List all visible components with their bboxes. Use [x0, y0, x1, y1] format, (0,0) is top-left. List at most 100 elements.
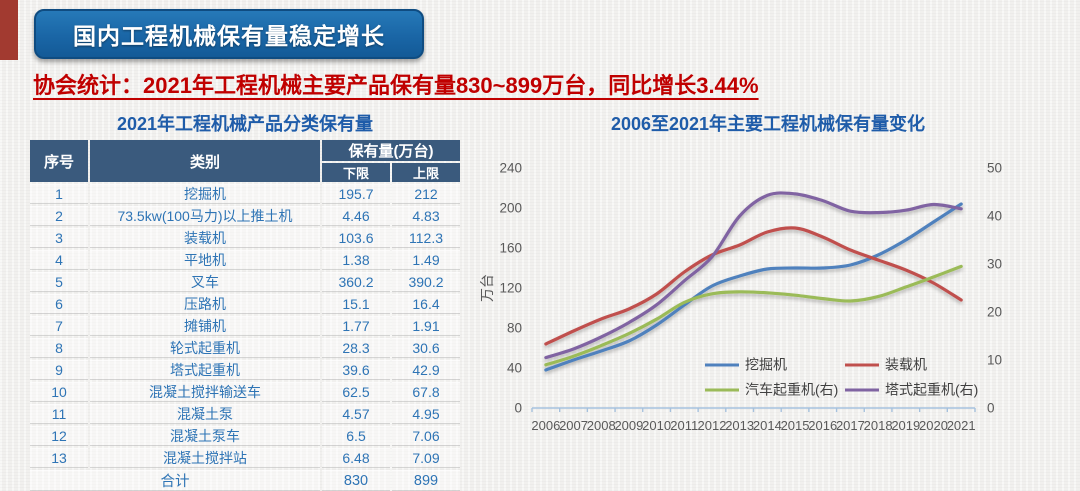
cell-upper: 212: [392, 184, 460, 204]
cell-lower: 6.5: [322, 426, 390, 446]
cell-no: 6: [30, 294, 88, 314]
cell-upper: 7.09: [392, 448, 460, 468]
left-axis-tick-label: 200: [499, 201, 522, 216]
cell-upper: 112.3: [392, 228, 460, 248]
cell-lower: 360.2: [322, 272, 390, 292]
cell-total-label: 合计: [30, 470, 320, 491]
x-axis-year-label: 2020: [919, 418, 948, 433]
x-axis-year-label: 2016: [808, 418, 837, 433]
table-row: 12 混凝土泵车 6.5 7.06: [30, 426, 460, 446]
slide-title: 国内工程机械保有量稳定增长: [73, 23, 385, 49]
table-title: 2021年工程机械产品分类保有量: [116, 114, 374, 134]
left-axis-tick-label: 120: [499, 281, 522, 296]
cell-no: 4: [30, 250, 88, 270]
left-axis-tick-label: 240: [499, 161, 522, 176]
cell-category: 混凝土搅拌输送车: [90, 382, 320, 402]
x-axis-year-label: 2012: [698, 418, 727, 433]
holdings-table: 序号 类别 保有量(万台) 下限 上限 1 挖掘机 195.7 212 2 73.5kw(…: [28, 138, 462, 491]
cell-upper: 7.06: [392, 426, 460, 446]
x-axis-year-label: 2006: [531, 418, 560, 433]
x-axis-year-label: 2009: [614, 418, 643, 433]
cell-upper: 4.83: [392, 206, 460, 226]
x-axis-year-label: 2017: [836, 418, 865, 433]
cell-category: 混凝土搅拌站: [90, 448, 320, 468]
cell-category: 摊铺机: [90, 316, 320, 336]
col-header-holdings: 保有量(万台): [322, 140, 460, 161]
table-row: 4 平地机 1.38 1.49: [30, 250, 460, 270]
cell-lower: 103.6: [322, 228, 390, 248]
cell-no: 10: [30, 382, 88, 402]
x-axis-year-label: 2011: [670, 418, 698, 433]
cell-lower: 4.46: [322, 206, 390, 226]
cell-no: 7: [30, 316, 88, 336]
table-body: 1 挖掘机 195.7 212 2 73.5kw(100马力)以上推土机 4.46 4.83 3…: [30, 184, 460, 491]
cell-no: 13: [30, 448, 88, 468]
cell-category: 叉车: [90, 272, 320, 292]
col-header-no: 序号: [30, 140, 88, 182]
subtitle: 协会统计：2021年工程机械主要产品保有量830~899万台，同比增长3.44%: [33, 73, 759, 98]
cell-no: 3: [30, 228, 88, 248]
x-axis-year-label: 2014: [753, 418, 782, 433]
table-row: 8 轮式起重机 28.3 30.6: [30, 338, 460, 358]
cell-no: 2: [30, 206, 88, 226]
cell-upper: 1.49: [392, 250, 460, 270]
series-line: [544, 191, 963, 360]
col-header-lower: 下限: [322, 163, 390, 182]
cell-no: 9: [30, 360, 88, 380]
x-axis: [531, 407, 976, 412]
cell-total-lower: 830: [322, 470, 390, 491]
cell-lower: 15.1: [322, 294, 390, 314]
x-axis-year-label: 2021: [947, 418, 976, 433]
cell-category: 挖掘机: [90, 184, 320, 204]
right-axis-tick-label: 50: [987, 161, 1002, 176]
cell-category: 装载机: [90, 228, 320, 248]
cell-category: 73.5kw(100马力)以上推土机: [90, 206, 320, 226]
y-axis-title: 万台: [480, 274, 495, 302]
chart-series: [544, 191, 963, 372]
table-row: 6 压路机 15.1 16.4: [30, 294, 460, 314]
cell-upper: 67.8: [392, 382, 460, 402]
legend-label: 汽车起重机(右): [745, 382, 838, 398]
table-row: 13 混凝土搅拌站 6.48 7.09: [30, 448, 460, 468]
col-header-category: 类别: [90, 140, 320, 182]
x-axis-year-label: 2008: [587, 418, 616, 433]
table-row: 7 摊铺机 1.77 1.91: [30, 316, 460, 336]
right-axis-tick-label: 20: [987, 305, 1002, 320]
legend-label: 装载机: [885, 357, 927, 373]
right-axis-tick-label: 40: [987, 209, 1002, 224]
cell-category: 平地机: [90, 250, 320, 270]
cell-no: 8: [30, 338, 88, 358]
red-accent-strip: [0, 0, 18, 60]
table-row: 11 混凝土泵 4.57 4.95: [30, 404, 460, 424]
left-axis-tick-label: 80: [507, 321, 522, 336]
cell-upper: 4.95: [392, 404, 460, 424]
right-axis-tick-label: 0: [987, 401, 995, 416]
left-axis-tick-label: 0: [514, 401, 522, 416]
x-axis-year-label: 2007: [559, 418, 588, 433]
cell-no: 12: [30, 426, 88, 446]
cell-no: 5: [30, 272, 88, 292]
table-row: 1 挖掘机 195.7 212: [30, 184, 460, 204]
table-row: 3 装载机 103.6 112.3: [30, 228, 460, 248]
cell-upper: 42.9: [392, 360, 460, 380]
table-row-total: 合计 830 899: [30, 470, 460, 491]
left-axis-labels: 0 40 80 120 160 200 240: [499, 161, 522, 416]
col-header-upper: 上限: [392, 163, 460, 182]
series-line: [544, 202, 963, 372]
table-header: 序号 类别 保有量(万台) 下限 上限: [30, 140, 460, 182]
cell-upper: 30.6: [392, 338, 460, 358]
right-axis-tick-label: 30: [987, 257, 1002, 272]
cell-category: 轮式起重机: [90, 338, 320, 358]
cell-lower: 39.6: [322, 360, 390, 380]
cell-no: 1: [30, 184, 88, 204]
cell-lower: 1.77: [322, 316, 390, 336]
chart-title: 2006至2021年主要工程机械保有量变化: [610, 114, 926, 134]
table-row: 10 混凝土搅拌输送车 62.5 67.8: [30, 382, 460, 402]
series-line: [544, 226, 963, 346]
right-axis-tick-label: 10: [987, 353, 1002, 368]
cell-no: 11: [30, 404, 88, 424]
line-chart: 0 40 80 120 160 200 240 0 10 20 30 40 50 200620072008…: [480, 161, 1002, 434]
